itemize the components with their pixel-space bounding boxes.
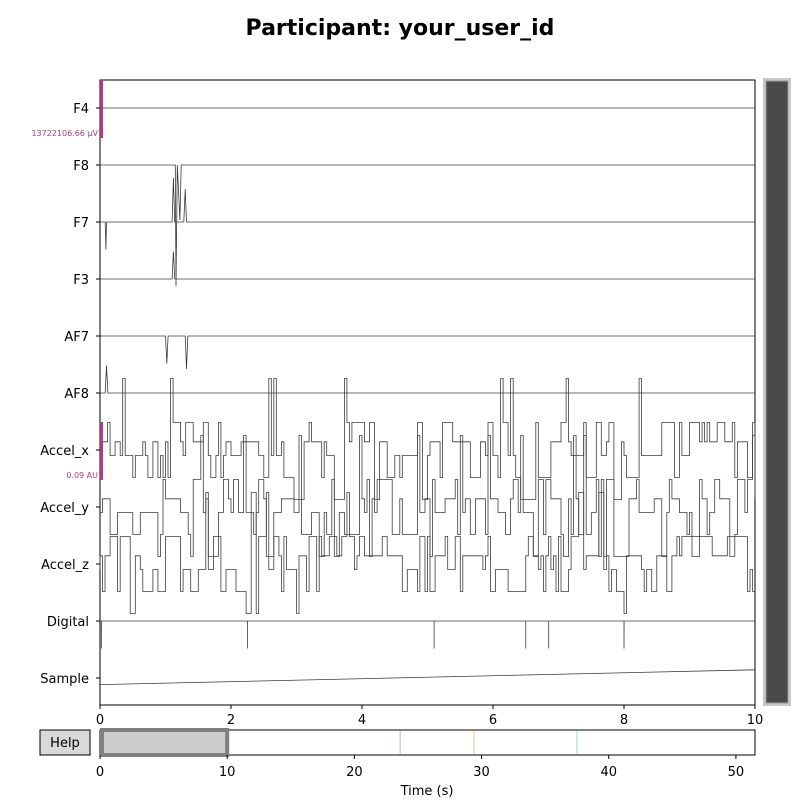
x-tick-label: 0 (96, 713, 104, 728)
trace-f3 (100, 251, 755, 280)
x-tick-label: 4 (358, 713, 366, 728)
channel-labels: F4 F8 F7 F3 AF7 AF8 Accel_x Accel_y Accel_z Digit… (40, 102, 100, 687)
x-tick-label: 2 (227, 713, 235, 728)
channel-label-accel-z: Accel_z (41, 558, 89, 573)
trace-f8 (100, 164, 755, 287)
overview-x-tick-label: 20 (346, 765, 363, 780)
channel-traces (99, 107, 756, 685)
overview-x-ticks: 0 10 20 30 40 50 (96, 755, 744, 780)
channel-label-f3: F3 (73, 273, 89, 288)
trace-af8 (100, 365, 755, 394)
x-tick-label: 8 (620, 713, 628, 728)
trace-accel-z (99, 492, 755, 614)
channel-label-accel-y: Accel_y (40, 501, 89, 516)
figure-title: Participant: your_user_id (246, 16, 555, 41)
trace-accel-y (100, 435, 756, 557)
main-x-ticks: 0 2 4 6 8 10 (96, 705, 763, 728)
help-button[interactable]: Help (39, 729, 91, 756)
x-axis-label: Time (s) (400, 784, 454, 799)
overview-x-tick-label: 30 (473, 765, 490, 780)
scalebars: 13722106.66 µV 0.09 AU (31, 80, 103, 480)
channel-label-accel-x: Accel_x (40, 444, 89, 459)
overview-view-window[interactable] (100, 728, 230, 757)
overview-x-tick-label: 40 (600, 765, 617, 780)
main-plot-area[interactable]: 13722106.66 µV 0.09 AU (31, 79, 756, 706)
channel-label-f7: F7 (73, 216, 89, 231)
scalebar-label: 0.09 AU (66, 471, 98, 480)
overview-event-markers (399, 731, 578, 754)
overview-x-tick-label: 50 (728, 765, 745, 780)
trace-f7 (100, 177, 755, 250)
main-plot-frame (99, 79, 756, 706)
channel-label-af7: AF7 (64, 330, 89, 345)
overview-x-tick-label: 0 (96, 765, 104, 780)
x-tick-label: 6 (489, 713, 497, 728)
scalebar-label: 13722106.66 µV (31, 129, 98, 138)
trace-accel-x (100, 378, 756, 500)
vertical-scrollbar-thumb[interactable] (765, 80, 789, 704)
channel-label-af8: AF8 (64, 387, 89, 402)
vertical-scrollbar[interactable] (763, 78, 791, 706)
x-tick-label: 10 (747, 713, 764, 728)
overview-x-tick-label: 10 (219, 765, 236, 780)
channel-label-f4: F4 (73, 102, 89, 117)
trace-af7 (100, 335, 755, 370)
channel-label-f8: F8 (73, 159, 89, 174)
help-button-label[interactable]: Help (50, 736, 80, 751)
trace-digital (100, 620, 755, 649)
overview-scrollbar[interactable] (99, 728, 756, 757)
trace-sample (99, 669, 756, 685)
channel-label-digital: Digital (47, 615, 89, 630)
help-button-box[interactable] (39, 729, 91, 756)
channel-label-sample: Sample (40, 672, 89, 687)
